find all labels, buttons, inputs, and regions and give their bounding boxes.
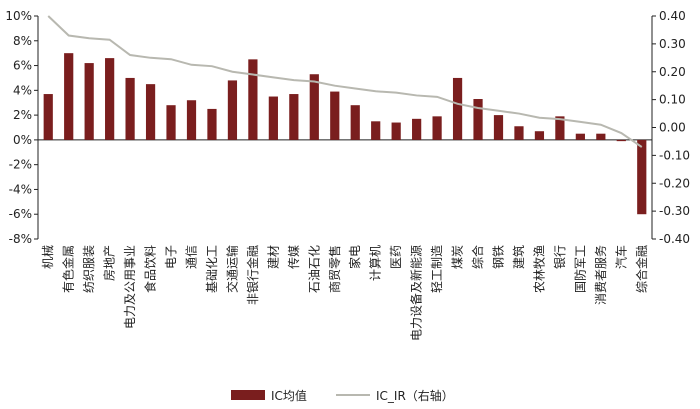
left-axis-ticks: -8% -6% -4% -2% 0% 2% 4% 6% 8% 10%: [5, 9, 38, 246]
ic-bar: [309, 74, 319, 140]
category-label: 基础化工: [205, 245, 219, 293]
left-tick-label: 8%: [13, 34, 32, 48]
ic-bar: [289, 94, 299, 140]
left-tick-label: 0%: [13, 133, 32, 147]
ic-bar: [84, 63, 94, 140]
ic-bar: [555, 116, 565, 140]
right-tick-label: -0.30: [659, 204, 690, 218]
ic-bar: [166, 105, 176, 140]
category-label: 建材: [266, 245, 280, 269]
ic-bar: [391, 122, 401, 140]
category-label: 医药: [389, 245, 403, 269]
left-tick-label: -6%: [9, 207, 32, 221]
category-label: 建筑: [511, 245, 526, 269]
ic-bar: [268, 96, 278, 140]
legend-label-ic-ir: IC_IR（右轴）: [376, 388, 454, 403]
ic-bar: [637, 139, 647, 215]
ic-bar: [43, 94, 53, 140]
left-tick-label: 2%: [13, 108, 32, 122]
category-label: 农林牧渔: [532, 245, 546, 293]
right-tick-label: 0.10: [659, 93, 686, 107]
ic-bar: [616, 139, 626, 142]
ic-bar: [64, 53, 74, 140]
category-label: 家电: [347, 245, 362, 269]
category-label: 银行: [553, 245, 567, 269]
ic-bar: [330, 91, 340, 140]
category-label: 消费者服务: [593, 245, 608, 305]
category-label: 综合金融: [634, 245, 649, 293]
category-label: 综合: [470, 245, 485, 269]
right-tick-label: 0.00: [659, 121, 686, 135]
category-label: 传媒: [286, 245, 301, 269]
category-label: 非银行金融: [245, 245, 260, 305]
ic-bar: [105, 58, 115, 140]
category-label: 有色金属: [61, 245, 76, 293]
category-label: 国防军工: [572, 245, 587, 293]
legend-bar-swatch: [231, 390, 265, 400]
left-tick-label: 10%: [5, 9, 32, 23]
line-series-ic-ir: [47, 15, 643, 148]
category-label: 电力及公用事业: [123, 245, 137, 329]
category-label: 钢铁: [492, 245, 506, 269]
category-label: 房地产: [102, 245, 117, 281]
ic-bar: [493, 115, 504, 140]
right-tick-label: 0.20: [659, 65, 686, 79]
ic-bar: [575, 133, 585, 140]
ic-bar: [514, 126, 524, 140]
ic-bar: [371, 121, 381, 140]
right-tick-label: -0.10: [659, 148, 690, 162]
ic-bar: [145, 84, 156, 140]
right-tick-label: -0.40: [659, 232, 690, 246]
left-tick-label: -8%: [9, 232, 32, 246]
category-label: 电力设备及新能源: [409, 245, 424, 341]
category-label: 电子: [164, 245, 178, 269]
ic-bar: [350, 105, 360, 140]
category-label: 汽车: [613, 245, 628, 269]
ic-ir-line: [47, 15, 643, 148]
left-tick-label: 4%: [13, 83, 32, 97]
legend-label-ic-mean: IC均值: [271, 388, 307, 403]
left-tick-label: 6%: [13, 59, 32, 73]
category-label: 计算机: [368, 245, 383, 281]
ic-bar: [207, 108, 217, 140]
category-label: 通信: [185, 245, 199, 269]
category-label: 交通运输: [224, 245, 239, 293]
category-label: 煤炭: [451, 245, 465, 269]
category-label: 商贸零售: [327, 245, 342, 293]
ic-bar: [125, 77, 135, 140]
ic-bar: [452, 77, 463, 140]
ic-bar: [473, 99, 483, 140]
ic-bar: [596, 133, 606, 140]
ic-bar: [227, 80, 238, 140]
bar-series-ic-mean: [43, 53, 647, 215]
ic-bar: [432, 116, 442, 140]
category-label: 机械: [40, 245, 55, 269]
right-tick-label: 0.40: [659, 9, 686, 23]
right-tick-label: 0.30: [659, 37, 686, 51]
left-tick-label: -2%: [9, 158, 32, 172]
legend: IC均值 IC_IR（右轴）: [231, 388, 454, 403]
category-label: 石油石化: [307, 245, 321, 293]
category-label: 轻工制造: [430, 245, 444, 293]
ic-bar: [186, 100, 197, 140]
category-label: 纺织服装: [82, 245, 96, 293]
ic-bar: [248, 59, 258, 140]
ic-bar: [412, 118, 422, 140]
ic-bar: [534, 131, 545, 140]
right-axis-ticks: -0.40 -0.30 -0.20 -0.10 0.00 0.10 0.20 0.30 0.40: [652, 9, 690, 246]
category-labels: 机械 有色金属 纺织服装 房地产 电力及公用事业 食品饮料 电子 通信 基础化工 交通运输 非银行金…: [40, 245, 649, 341]
right-tick-label: -0.20: [659, 176, 690, 190]
category-label: 食品饮料: [143, 245, 158, 293]
left-tick-label: -4%: [9, 182, 32, 196]
